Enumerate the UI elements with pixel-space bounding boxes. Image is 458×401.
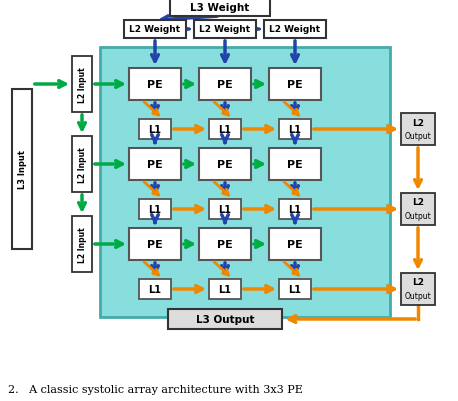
Bar xyxy=(401,114,435,146)
Text: L1: L1 xyxy=(218,284,231,294)
Bar xyxy=(279,279,311,299)
Text: PE: PE xyxy=(217,239,233,249)
Bar xyxy=(269,229,321,260)
Text: L2: L2 xyxy=(412,118,424,127)
Bar xyxy=(139,279,171,299)
Bar xyxy=(100,48,390,317)
Text: Output: Output xyxy=(404,212,431,221)
Text: PE: PE xyxy=(287,160,303,170)
Bar xyxy=(170,0,270,17)
Text: L2: L2 xyxy=(412,198,424,207)
Bar xyxy=(401,273,435,305)
Text: L1: L1 xyxy=(289,205,301,215)
Text: L1: L1 xyxy=(289,125,301,135)
Bar xyxy=(129,69,181,101)
Bar xyxy=(129,229,181,260)
Text: L3 Input: L3 Input xyxy=(17,150,27,189)
Text: L2 Input: L2 Input xyxy=(77,147,87,182)
Bar xyxy=(199,149,251,180)
Bar xyxy=(264,21,326,39)
Bar xyxy=(12,90,32,249)
Bar xyxy=(72,137,92,192)
Bar xyxy=(269,149,321,180)
Text: L2 Input: L2 Input xyxy=(77,227,87,262)
Text: PE: PE xyxy=(147,239,163,249)
Text: PE: PE xyxy=(287,80,303,90)
Text: PE: PE xyxy=(217,80,233,90)
Text: L1: L1 xyxy=(148,125,162,135)
Text: L2: L2 xyxy=(412,278,424,287)
Text: L1: L1 xyxy=(289,284,301,294)
Bar xyxy=(139,200,171,219)
Text: Output: Output xyxy=(404,292,431,301)
Bar xyxy=(209,120,241,140)
Bar xyxy=(168,309,283,329)
Text: PE: PE xyxy=(287,239,303,249)
Text: L3 Output: L3 Output xyxy=(196,314,254,324)
Bar xyxy=(72,57,92,113)
Text: 2.   A classic systolic array architecture with 3x3 PE: 2. A classic systolic array architecture… xyxy=(8,384,303,394)
Text: L2 Weight: L2 Weight xyxy=(199,25,251,34)
Text: L2 Weight: L2 Weight xyxy=(130,25,180,34)
Text: Output: Output xyxy=(404,132,431,141)
Text: L3 Weight: L3 Weight xyxy=(191,3,250,13)
Bar xyxy=(199,69,251,101)
Text: L1: L1 xyxy=(148,205,162,215)
Text: PE: PE xyxy=(147,80,163,90)
Bar xyxy=(199,229,251,260)
Bar xyxy=(209,279,241,299)
Bar xyxy=(129,149,181,180)
Text: L1: L1 xyxy=(218,125,231,135)
Bar xyxy=(269,69,321,101)
Bar xyxy=(72,217,92,272)
Bar xyxy=(401,194,435,225)
Text: L1: L1 xyxy=(218,205,231,215)
Text: L1: L1 xyxy=(148,284,162,294)
Bar xyxy=(194,21,256,39)
Bar xyxy=(209,200,241,219)
Text: PE: PE xyxy=(217,160,233,170)
Text: L2 Weight: L2 Weight xyxy=(269,25,321,34)
Text: L2 Input: L2 Input xyxy=(77,67,87,103)
Bar xyxy=(279,120,311,140)
Bar xyxy=(279,200,311,219)
Text: PE: PE xyxy=(147,160,163,170)
Bar xyxy=(124,21,186,39)
Bar xyxy=(139,120,171,140)
